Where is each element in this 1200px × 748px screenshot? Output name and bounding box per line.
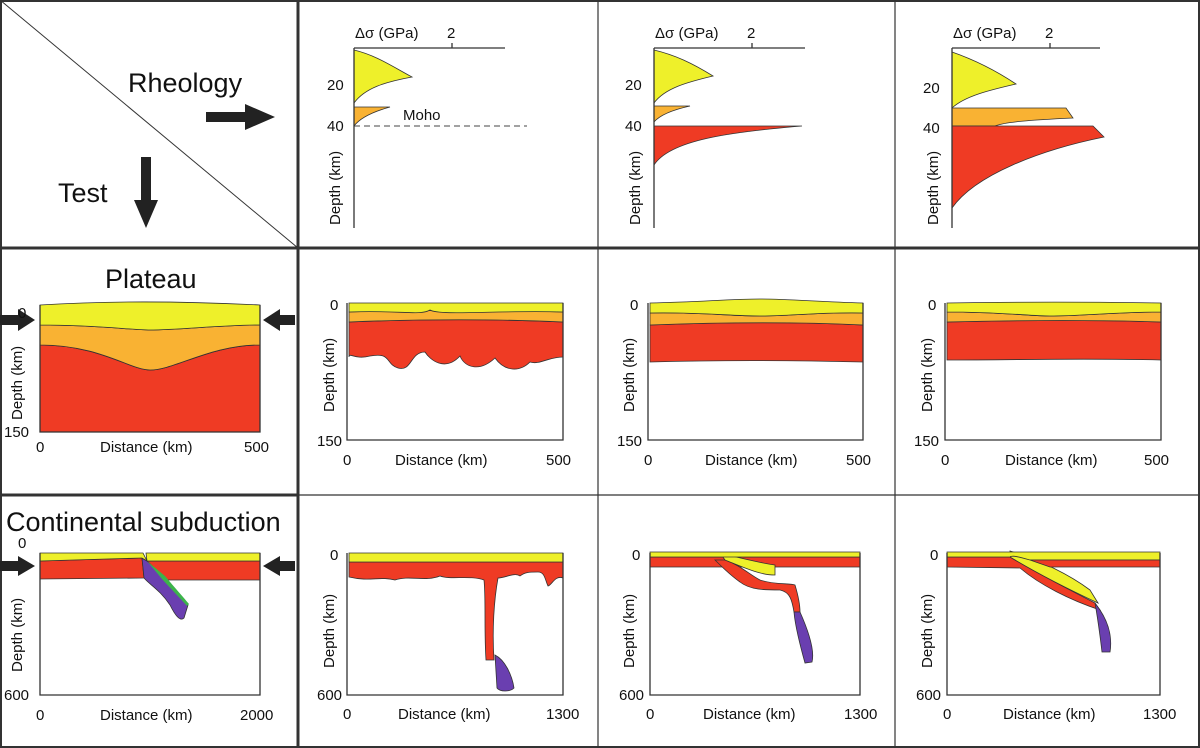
plateau-result-panel-1 — [346, 302, 564, 441]
svg-text:2000: 2000 — [240, 707, 273, 724]
svg-text:150: 150 — [317, 433, 342, 450]
svg-text:600: 600 — [619, 687, 644, 704]
svg-text:40: 40 — [327, 118, 344, 135]
svg-text:Distance (km): Distance (km) — [100, 439, 193, 456]
subduction-initial-panel: 0 600 0 2000 Distance (km) Depth (km) — [0, 535, 295, 724]
arrow-down-icon — [134, 157, 158, 228]
svg-text:1300: 1300 — [1143, 706, 1176, 723]
svg-text:500: 500 — [846, 452, 871, 469]
svg-text:1300: 1300 — [844, 706, 877, 723]
svg-text:Δσ (GPa): Δσ (GPa) — [953, 25, 1016, 42]
svg-text:Depth (km): Depth (km) — [919, 338, 936, 412]
svg-text:Distance (km): Distance (km) — [100, 707, 193, 724]
subduction-result-panel-3 — [946, 550, 1161, 696]
svg-text:40: 40 — [923, 120, 940, 137]
subduction-title: Continental subduction — [6, 507, 281, 537]
svg-text:0: 0 — [928, 297, 936, 314]
svg-text:150: 150 — [4, 424, 29, 441]
subduction-result-panel-1 — [346, 552, 564, 696]
svg-text:1300: 1300 — [546, 706, 579, 723]
arrow-right-icon — [206, 104, 275, 130]
svg-text:20: 20 — [327, 77, 344, 94]
svg-text:20: 20 — [923, 80, 940, 97]
svg-text:0: 0 — [330, 547, 338, 564]
svg-text:Δσ (GPa): Δσ (GPa) — [655, 25, 718, 42]
svg-text:2: 2 — [447, 25, 455, 42]
svg-text:Distance (km): Distance (km) — [703, 706, 796, 723]
svg-text:Depth (km): Depth (km) — [9, 598, 26, 672]
svg-text:600: 600 — [916, 687, 941, 704]
svg-text:Distance (km): Distance (km) — [395, 452, 488, 469]
svg-text:0: 0 — [943, 706, 951, 723]
svg-text:600: 600 — [317, 687, 342, 704]
rheology-label: Rheology — [128, 68, 243, 98]
svg-text:40: 40 — [625, 118, 642, 135]
svg-text:500: 500 — [1144, 452, 1169, 469]
svg-text:0: 0 — [36, 439, 44, 456]
svg-text:150: 150 — [617, 433, 642, 450]
arrow-left-icon — [263, 556, 295, 576]
svg-text:0: 0 — [18, 305, 26, 322]
svg-text:Depth (km): Depth (km) — [627, 151, 644, 225]
svg-text:0: 0 — [330, 297, 338, 314]
svg-text:600: 600 — [4, 687, 29, 704]
rheology-panel-2: Δσ (GPa) 2 20 40 Depth (km) — [625, 25, 805, 228]
plateau-title: Plateau — [105, 264, 197, 294]
svg-text:Depth (km): Depth (km) — [9, 346, 26, 420]
svg-text:Depth (km): Depth (km) — [321, 338, 338, 412]
svg-text:0: 0 — [646, 706, 654, 723]
diagonal-divider — [0, 0, 299, 249]
svg-text:Depth (km): Depth (km) — [925, 151, 942, 225]
svg-text:0: 0 — [930, 547, 938, 564]
svg-text:Distance (km): Distance (km) — [1003, 706, 1096, 723]
svg-text:0: 0 — [941, 452, 949, 469]
svg-text:500: 500 — [244, 439, 269, 456]
rheology-panel-3: Δσ (GPa) 2 20 40 Depth (km) — [923, 25, 1105, 228]
plateau-axis-labels: 0 150 0 500 Distance (km) Depth (km) 0 1… — [317, 297, 1169, 469]
arrow-left-icon — [263, 309, 295, 331]
svg-text:Depth (km): Depth (km) — [327, 151, 344, 225]
svg-text:Depth (km): Depth (km) — [621, 594, 638, 668]
subduction-axis-labels: 0 600 0 1300 Distance (km) Depth (km) 0 … — [317, 547, 1176, 723]
svg-text:0: 0 — [343, 452, 351, 469]
svg-text:0: 0 — [343, 706, 351, 723]
svg-text:Distance (km): Distance (km) — [398, 706, 491, 723]
rheology-panel-1: Moho Δσ (GPa) 2 20 40 Depth (km) — [327, 25, 527, 228]
arrow-right-icon — [0, 309, 35, 331]
svg-text:Depth (km): Depth (km) — [621, 338, 638, 412]
svg-text:0: 0 — [630, 297, 638, 314]
svg-text:20: 20 — [625, 77, 642, 94]
svg-text:Depth (km): Depth (km) — [919, 594, 936, 668]
svg-text:0: 0 — [18, 535, 26, 552]
svg-text:Distance (km): Distance (km) — [705, 452, 798, 469]
svg-text:2: 2 — [747, 25, 755, 42]
svg-text:500: 500 — [546, 452, 571, 469]
svg-text:Distance (km): Distance (km) — [1005, 452, 1098, 469]
moho-label: Moho — [403, 107, 441, 124]
svg-text:Depth (km): Depth (km) — [321, 594, 338, 668]
subduction-result-panel-2 — [649, 551, 861, 696]
svg-text:2: 2 — [1045, 25, 1053, 42]
svg-text:Δσ (GPa): Δσ (GPa) — [355, 25, 418, 42]
plateau-result-panel-2 — [647, 298, 864, 441]
plateau-initial-panel: 0 150 0 500 Distance (km) Depth (km) — [0, 301, 295, 456]
arrow-right-icon — [0, 556, 35, 576]
plateau-result-panel-3 — [944, 301, 1162, 441]
svg-text:0: 0 — [632, 547, 640, 564]
svg-text:150: 150 — [914, 433, 939, 450]
svg-text:0: 0 — [644, 452, 652, 469]
test-label: Test — [58, 178, 108, 208]
svg-text:0: 0 — [36, 707, 44, 724]
